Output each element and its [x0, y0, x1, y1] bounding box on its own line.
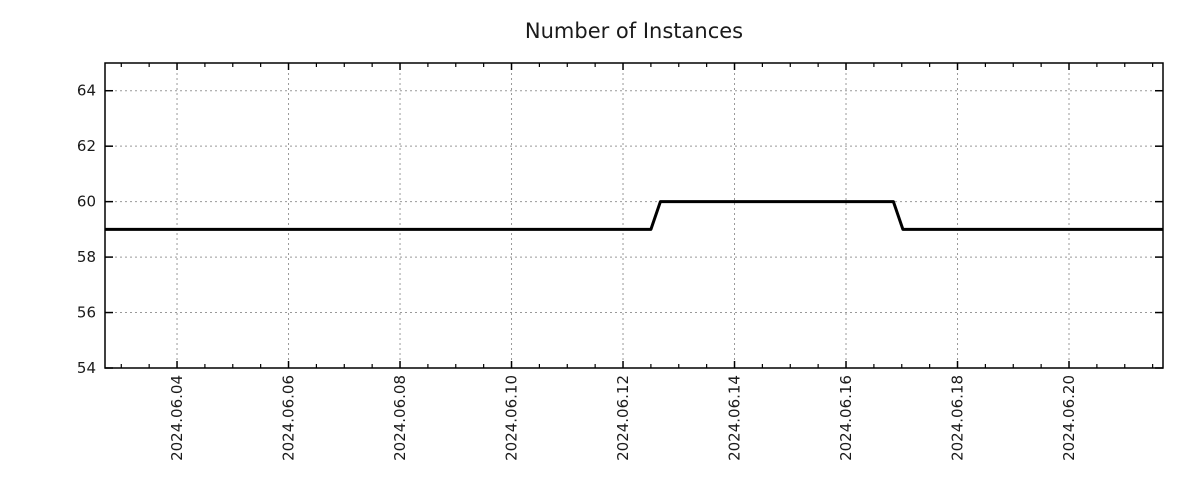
x-axis-labels: 2024.06.04 2024.06.06 2024.06.08 2024.06.10…: [168, 375, 1078, 461]
x-tick-label: 2024.06.20: [1060, 375, 1078, 461]
x-tick-label: 2024.06.16: [837, 375, 855, 461]
series-line-instances: [105, 200, 1163, 231]
y-tick-label: 64: [77, 82, 96, 100]
chart-title: Number of Instances: [525, 19, 743, 43]
y-tick-label: 62: [77, 137, 96, 155]
x-tick-label: 2024.06.04: [168, 375, 186, 461]
x-tick-label: 2024.06.18: [949, 375, 967, 461]
data-series: [105, 200, 1163, 231]
gridlines: [105, 63, 1163, 368]
y-tick-label: 58: [77, 248, 96, 266]
x-tick-label: 2024.06.14: [726, 375, 744, 461]
y-tick-label: 56: [77, 304, 96, 322]
y-axis-labels: 54 56 58 60 62 64: [77, 82, 96, 377]
x-tick-label: 2024.06.06: [280, 375, 298, 461]
axis-ticks: [105, 63, 1163, 369]
x-tick-label: 2024.06.10: [503, 375, 521, 461]
x-tick-label: 2024.06.12: [614, 375, 632, 461]
y-tick-label: 54: [77, 359, 96, 377]
plot-frame: [104, 62, 1164, 369]
x-tick-label: 2024.06.08: [391, 375, 409, 461]
y-tick-label: 60: [77, 193, 96, 211]
